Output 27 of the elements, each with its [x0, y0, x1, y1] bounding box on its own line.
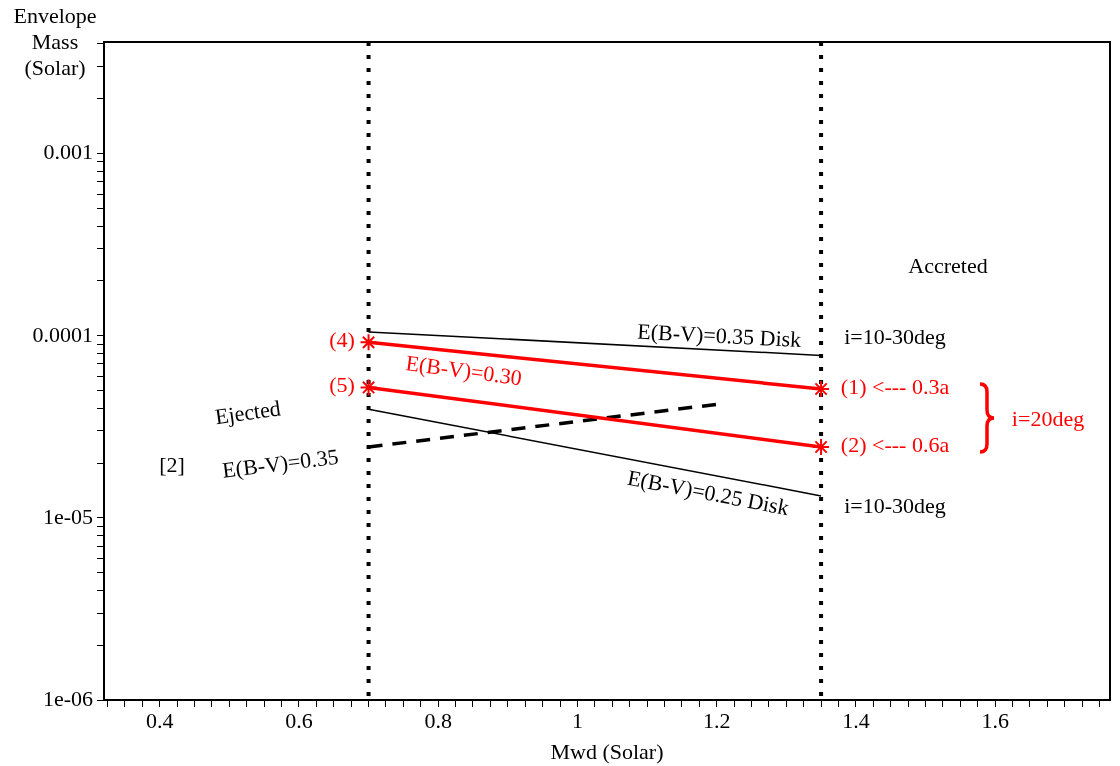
x-tick-label: 1.4 [842, 707, 870, 733]
x-tick-label: 0.8 [424, 707, 452, 733]
text: E(B-V)=0.25 Disk [625, 464, 792, 521]
y-tick-label: 1e-06 [42, 685, 93, 711]
annotation: (4) [329, 326, 355, 352]
annotation: (1) <--- 0.3a [840, 373, 950, 399]
annotation: (5) [329, 371, 355, 397]
x-tick-label: 0.6 [285, 707, 313, 733]
annotation: i=10-30deg [844, 492, 946, 518]
annotation: i=10-30deg [844, 323, 946, 349]
x-tick-label: 1 [571, 707, 583, 733]
annotation: [2] [159, 451, 185, 477]
y-tick-label: 1e-05 [42, 503, 93, 529]
x-tick-label: 0.4 [145, 707, 174, 733]
annotation: Ejected [213, 395, 283, 430]
text: E(B-V)=0.30 [404, 350, 524, 391]
y-tick-label: 0.0001 [32, 321, 93, 347]
annotation: (2) <--- 0.6a [840, 431, 950, 457]
y-axis-title: Envelope Mass (Solar) [13, 2, 97, 80]
annotation: Accreted [908, 252, 988, 278]
x-axis-title: Mwd (Solar) [550, 738, 664, 764]
annotation: i=20deg [1011, 405, 1085, 431]
text: E(B-V)=0.35 [220, 443, 340, 483]
y-tick-label: 0.001 [43, 139, 93, 165]
x-tick-label: 1.6 [981, 707, 1009, 733]
x-tick-label: 1.2 [702, 707, 731, 733]
series-label: E(B-V)=0.35 Disk [636, 318, 802, 353]
